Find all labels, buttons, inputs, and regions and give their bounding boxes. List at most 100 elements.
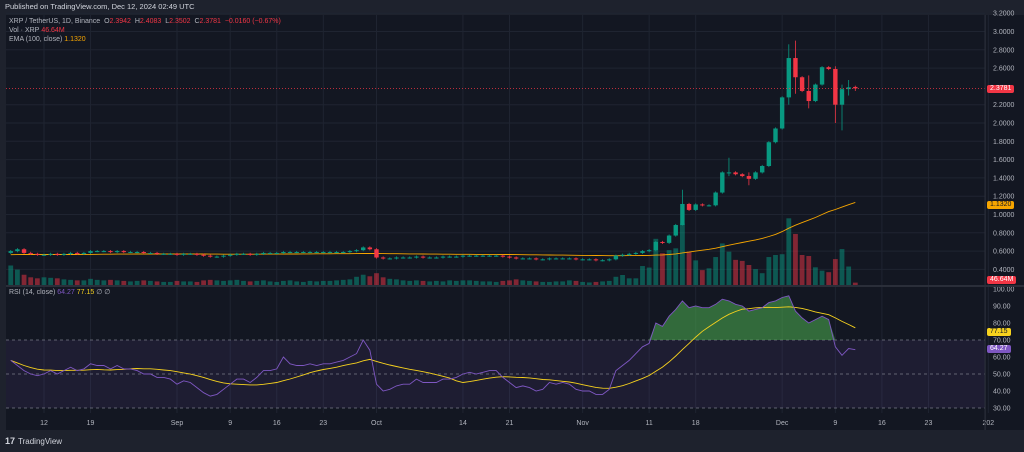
volume-bar [527,280,532,285]
volume-bar [281,280,286,285]
candle-body [361,247,366,251]
candle [114,250,120,254]
candle [474,254,479,257]
candle [746,172,752,186]
volume-bar [733,259,738,285]
volume-bar [799,254,805,285]
volume-bar [686,251,692,285]
candle-body [507,256,512,258]
candle [121,250,126,254]
candle-body [660,241,665,243]
candle [527,257,532,260]
time-tick-label: 14 [459,420,467,427]
rsi-badge: 64.27 [987,345,1011,353]
volume-bar [433,280,439,285]
volume-bar [640,266,645,285]
candle-body [194,253,200,255]
symbol-legend: XRP / TetherUS, 1D, Binance O2.3942 H2.4… [9,18,281,25]
candle [134,250,140,254]
volume-bar [613,276,619,285]
volume-bar [21,274,27,285]
volume-bar [167,281,173,285]
candle-body [380,257,386,259]
candle-body [228,254,233,256]
volume-bar [201,280,206,285]
candle [700,203,705,207]
candle [633,251,639,255]
candle [414,255,419,259]
volume-bar [553,281,559,285]
candle-body [261,252,266,254]
volume-bar [606,280,612,285]
time-tick-label: 11 [646,420,653,427]
candle-body [121,251,126,253]
rsi-ma-line [10,306,856,389]
low-value: 2.3502 [169,18,191,25]
candle [487,254,492,257]
candle-body [686,203,692,210]
candle-body [75,252,80,254]
rsi-ma-value: 77.15 [76,289,95,296]
volume-bar [759,273,765,285]
candle [267,251,273,255]
candle-body [620,254,625,256]
candle [75,251,80,255]
candle-body [174,253,180,255]
time-tick-label: Nov [576,420,589,427]
candle [261,251,266,255]
volume-bar [573,280,579,285]
candle [347,250,353,254]
volume-bar [633,278,639,285]
candle-body [553,258,559,260]
candle [500,254,506,258]
candle-body [168,253,173,255]
volume-bar [773,254,778,285]
candle-body [474,255,479,257]
candle-body [154,252,160,254]
high-value: 2.4083 [139,18,162,25]
candle-body [513,257,519,259]
candle-body [706,205,712,207]
candle [779,96,785,130]
candle [294,250,299,254]
volume-bar [819,270,825,285]
candle [600,259,605,262]
candle-body [633,252,639,254]
symbol-name[interactable]: XRP / TetherUS, 1D, Binance [9,18,101,25]
rsi-ma-badge: 77.15 [987,328,1011,336]
volume-bar [493,281,499,285]
candle-body [35,253,40,255]
price-tick-label: 2.2000 [993,102,1015,109]
volume-bar [653,238,659,285]
volume-bar [307,280,313,285]
volume-bar [487,281,492,285]
rsi-legend[interactable]: RSI (14, close) 64.27 77.15 ∅ ∅ [9,288,110,296]
candle-body [673,225,678,236]
candle [627,252,632,256]
candle [374,248,379,259]
candle-body [527,258,532,260]
candle [686,202,692,212]
tradingview-logo-icon[interactable]: 17 [5,436,16,446]
candle-body [8,251,13,253]
ema-legend[interactable]: EMA (100, close) 1.1320 [9,36,86,43]
volume-value: 46.64M [41,27,65,34]
volume-bar [666,250,672,285]
volume-bar [520,280,526,285]
price-tick-label: 0.4000 [993,267,1015,274]
brand-name[interactable]: TradingView [18,436,63,446]
volume-bar [148,280,153,285]
volume-bar [161,281,167,285]
volume-bar [380,277,386,285]
candle-body [55,253,60,255]
volume-bar [121,280,127,285]
volume-bar [460,280,466,285]
volume-legend[interactable]: Vol · XRP 46.64M [9,27,65,34]
candle-body [773,128,778,143]
close-value: 2.3781 [199,18,221,25]
volume-bar [267,281,273,285]
volume-bar [354,276,359,285]
candle-body [813,84,818,102]
candle-body [693,204,698,210]
